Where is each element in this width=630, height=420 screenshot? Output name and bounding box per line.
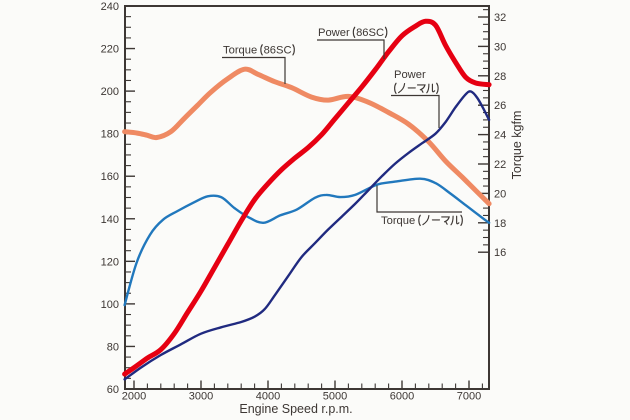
kana-glyph — [352, 26, 356, 39]
series-torque-normal — [123, 177, 491, 307]
callout-leader-line — [376, 185, 462, 213]
series-power-normal — [123, 90, 491, 381]
axis-tick-label: 28 — [494, 71, 506, 83]
axis-tick-label: 5000 — [323, 391, 347, 403]
annotation-torque-normal: Torque — [376, 185, 463, 227]
kana-glyph — [260, 44, 263, 56]
callout-leader-line — [222, 56, 286, 84]
kana-glyph — [450, 215, 460, 226]
annotation-text: 86SC — [356, 27, 384, 39]
axis-tick-label: 26 — [494, 100, 506, 112]
plot-frame — [124, 5, 490, 390]
axis-tick-label: 24 — [494, 130, 506, 142]
kana-glyph — [416, 84, 426, 93]
axis-tick-label: 2000 — [122, 391, 146, 403]
kana-glyph — [422, 215, 430, 226]
annotation-text: Power — [394, 69, 426, 81]
x-axis: 2000 3000 4000 5000 6000 7000 Engine Speed r.p… — [122, 380, 483, 416]
axis-tick-label: 20 — [494, 188, 506, 200]
right-axis: 16 18 20 22 24 26 28 30 32 Torque kgfm — [478, 9, 524, 259]
annotation-text: Power — [318, 27, 350, 39]
left-axis: 60 80 100 120 140 160 180 200 220 240 — [101, 1, 135, 396]
kana-glyph — [436, 82, 439, 95]
axis-tick-label: 32 — [494, 12, 506, 24]
axis-tick-label: 16 — [494, 247, 506, 259]
axis-tick-label: 220 — [101, 44, 119, 56]
axis-tick-label: 200 — [101, 86, 119, 98]
axis-tick-label: 6000 — [390, 391, 414, 403]
kana-glyph — [394, 82, 397, 95]
x-axis-title: Engine Speed r.p.m. — [239, 402, 352, 416]
annotation-text: 86SC — [264, 45, 292, 57]
kana-glyph — [384, 26, 388, 39]
axis-tick-label: 3000 — [189, 391, 213, 403]
axis-tick-label: 80 — [107, 341, 119, 353]
callout-leader-line — [391, 94, 440, 128]
axis-tick-label: 100 — [101, 299, 119, 311]
axis-tick-label: 30 — [494, 41, 506, 53]
axis-tick-label: 120 — [101, 256, 119, 268]
right-axis-title: Torque kgfm — [510, 111, 524, 180]
axis-tick-label: 60 — [107, 384, 119, 396]
callout-leader-line — [317, 39, 385, 59]
axis-tick-label: 240 — [101, 1, 119, 13]
series-power-86sc — [122, 18, 492, 377]
axis-tick-label: 22 — [494, 159, 506, 171]
annotation-power-86sc: Power 86SC — [317, 26, 388, 59]
annotation-power-normal: Power — [391, 69, 440, 128]
axis-tick-label: 140 — [101, 214, 119, 226]
kana-glyph — [426, 83, 436, 94]
kana-glyph — [292, 44, 295, 56]
annotation-text: Torque — [381, 215, 415, 227]
axis-tick-label: 180 — [101, 129, 119, 141]
annotation-text: Torque — [223, 45, 257, 57]
kana-glyph — [398, 83, 406, 94]
axis-tick-label: 7000 — [457, 391, 481, 403]
kana-glyph — [418, 214, 421, 227]
series-torque-86sc — [122, 66, 492, 207]
axis-tick-label: 4000 — [256, 391, 280, 403]
axis-tick-label: 160 — [101, 171, 119, 183]
kana-glyph — [441, 216, 450, 225]
axis-tick-label: 18 — [494, 218, 506, 230]
annotation-torque-86sc: Torque 86SC — [222, 44, 295, 84]
kana-glyph — [460, 214, 463, 227]
